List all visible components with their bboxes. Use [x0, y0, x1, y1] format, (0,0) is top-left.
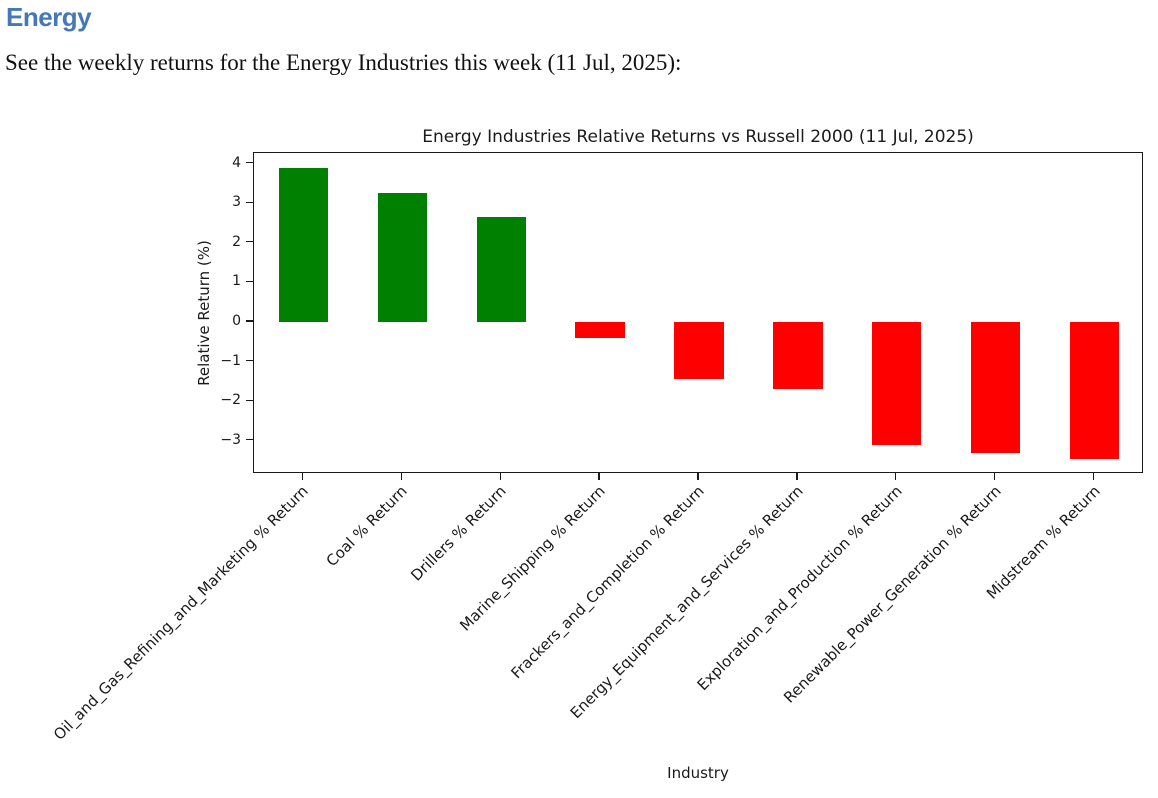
x-tick-mark: [994, 473, 996, 480]
y-tick-label: −3: [220, 431, 241, 448]
bar-9: [1069, 322, 1120, 459]
x-tick-mark: [1092, 473, 1095, 480]
bar-4: [575, 322, 625, 338]
y-tick-mark: [246, 280, 253, 283]
bar-1: [278, 167, 329, 322]
x-tick-mark: [895, 473, 897, 480]
y-tick-mark: [246, 201, 253, 203]
chart-title: Energy Industries Relative Returns vs Ru…: [422, 127, 974, 147]
page-title: Energy: [6, 2, 92, 32]
y-tick-label: 2: [232, 233, 241, 250]
bar-6: [773, 322, 823, 390]
y-tick-label: 1: [232, 273, 241, 290]
y-tick-mark: [246, 439, 253, 441]
y-tick-label: 0: [232, 313, 241, 329]
bar-8: [970, 322, 1021, 453]
y-tick-mark: [246, 241, 253, 243]
y-tick-mark: [246, 162, 253, 164]
bar-7: [872, 322, 922, 445]
x-tick-mark: [499, 473, 501, 480]
y-tick-label: 4: [232, 154, 241, 171]
x-tick-mark: [301, 473, 304, 480]
intro-text: See the weekly returns for the Energy In…: [5, 50, 682, 75]
x-tick-mark: [598, 473, 600, 480]
x-tick-mark: [400, 473, 402, 480]
y-tick-mark: [246, 359, 253, 362]
bar-2: [377, 193, 428, 322]
y-tick-label: 3: [232, 194, 241, 211]
x-tick-mark: [697, 473, 699, 480]
y-tick-label: −1: [220, 352, 241, 369]
x-tick-mark: [796, 473, 798, 480]
bar-5: [674, 322, 724, 380]
bar-3: [476, 217, 526, 322]
y-tick-mark: [246, 399, 253, 401]
y-tick-label: −2: [220, 392, 241, 409]
x-axis-label: Industry: [667, 764, 729, 782]
plot-area: [253, 152, 1143, 473]
y-tick-mark: [246, 320, 253, 322]
